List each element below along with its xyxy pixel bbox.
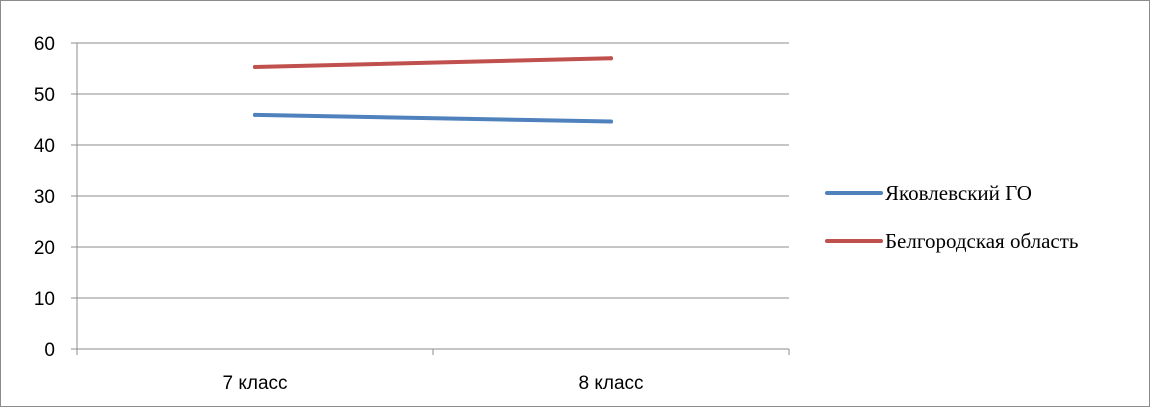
data-point [253,112,257,117]
x-tick-label: 8 класс [578,373,643,394]
x-tick-label: 7 класс [222,373,287,394]
series-lines [253,56,613,124]
legend-label: Белгородская область [885,229,1079,253]
legend: Яковлевский ГО Белгородская область [825,181,1079,253]
series-line-1 [253,112,613,124]
legend-label: Яковлевский ГО [885,181,1032,205]
data-point [253,64,257,69]
series-line-2 [253,56,613,69]
y-tick-label: 0 [44,340,55,361]
data-point [609,56,613,61]
y-tick-label: 30 [34,187,55,208]
gridlines [77,42,789,299]
y-tick-label: 20 [34,238,55,259]
y-tick-label: 50 [34,85,55,106]
data-point [609,119,613,124]
y-tick-label: 40 [34,136,55,157]
y-tick-label: 10 [34,289,55,310]
y-tick-label: 60 [34,34,55,55]
axes: 0 10 20 30 40 50 60 7 класс 8 класс [34,34,790,394]
